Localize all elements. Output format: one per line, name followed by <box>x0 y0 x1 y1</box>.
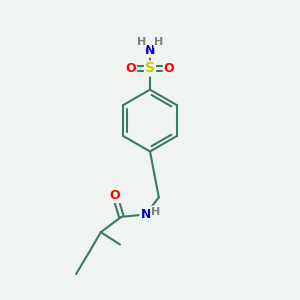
Text: H: H <box>154 37 164 47</box>
Text: O: O <box>164 62 175 75</box>
Text: N: N <box>140 208 151 221</box>
Text: N: N <box>145 44 155 57</box>
Text: H: H <box>151 206 160 217</box>
Text: H: H <box>136 37 146 47</box>
Text: S: S <box>145 61 155 75</box>
Text: O: O <box>125 62 136 75</box>
Text: O: O <box>110 189 120 202</box>
